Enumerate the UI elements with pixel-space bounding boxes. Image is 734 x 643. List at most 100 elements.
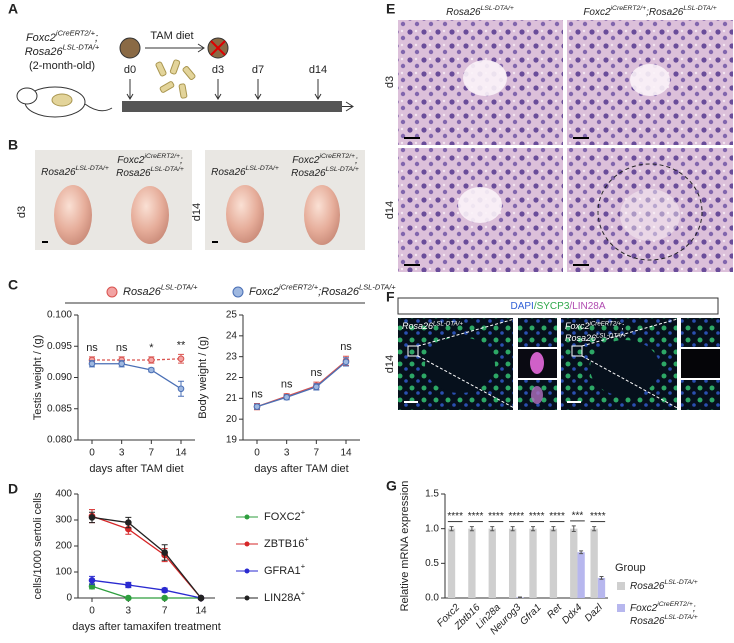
genotype: Foxc2iCreERT2/+; [292,153,358,166]
inset-box [571,345,583,357]
significance: **** [509,511,525,522]
error-bar [469,526,474,532]
point [118,360,125,368]
y-tick-label: 25 [226,310,238,321]
significance: ns [251,388,263,400]
legend-label-part: iCreERT2/+ [279,283,319,292]
row-label: d3 [384,76,396,88]
legend-label: FOXC2+ [264,508,305,523]
legend-label-part: Rosa26 [630,616,665,627]
legend-label-part: FOXC2 [264,511,301,523]
genotype-part: LSL-DTA/+ [63,43,100,52]
y-tick-label: 0.5 [425,558,439,569]
y-tick-label: 0 [66,593,72,604]
panel-label: B [8,137,18,153]
timepoint: d14 [309,64,327,76]
significance: *** [572,511,584,522]
age: (2-month-old) [29,60,95,72]
legend-label-part: LSL-DTA/+ [161,283,198,292]
x-tick-label: 14 [195,606,207,617]
x-axis-label: days after TAM diet [89,463,183,475]
point [88,514,96,521]
timepoint: d0 [124,64,136,76]
row-label: d14 [384,201,396,219]
pellets [155,59,196,99]
legend-label-part: LSL-DTA/+ [664,614,697,621]
y-axis-label: cells/1000 sertoli cells [32,492,44,599]
mouse-testis [51,93,73,107]
column-label: Foxc2iCreERT2/+;Rosa26LSL-DTA/+ [583,5,716,18]
error-bar [510,526,515,532]
series-line [256,360,347,408]
legend-swatch [617,604,625,612]
genotype-part: ; [180,155,183,166]
legend-label-part: LIN28A [264,592,301,604]
inset-lines [417,317,682,411]
x-axis-label: days after TAM diet [254,463,348,475]
axis [77,494,215,599]
point [253,403,261,410]
significance: ns [86,342,98,354]
genotype-part: Foxc2 [565,321,590,331]
y-tick-label: 24 [226,330,238,341]
column-label-part: LSL-DTA/+ [481,5,514,12]
significance: **** [529,511,545,522]
legend-label-part: Rosa26 [123,286,162,298]
x-tick-label: 0 [89,448,95,459]
x-tick-label: Ddx4 [560,602,585,627]
y-tick-label: 300 [55,515,72,526]
genotype-part: iCreERT2/+ [590,320,622,327]
schematic [16,37,354,118]
series-line [91,516,202,599]
legend-swatch [617,582,625,590]
legend-label: Rosa26LSL-DTA/+ [123,283,198,298]
y-tick-label: 23 [226,351,238,362]
point [161,586,168,594]
testis [304,185,340,245]
timeline [122,101,342,112]
legend-label-part: LSL-DTA/+ [359,283,396,292]
x-tick-label: 0 [254,448,260,459]
genotype-part: LSL-DTA/+ [76,165,109,172]
legend-label-part: Rosa26 [630,581,665,592]
testis [54,185,92,245]
error-bar [490,526,495,532]
point [161,549,168,556]
y-axis-label: Relative mRNA expression [399,481,411,612]
y-tick-label: 1.0 [425,523,439,534]
bar [570,528,578,598]
legend-label-part: Foxc2 [630,603,658,614]
lumens [458,60,680,241]
series-line [92,358,182,361]
timepoint: d3 [16,206,28,218]
significance: ns [340,341,352,353]
inset-signal [530,352,544,374]
legend-label-part: ;Rosa26 [318,286,360,298]
x-tick-label: 14 [175,448,187,459]
bar [529,528,537,598]
inset-box [407,345,419,357]
genotype-part: LSL-DTA/+ [246,165,279,172]
y-tick-label: 0.080 [47,435,72,446]
column-label-part: LSL-DTA/+ [683,5,716,12]
genotype-part: ; [95,32,98,44]
error-bar [531,526,536,532]
genotype-part: LSL-DTA/+ [151,166,184,173]
y-tick-label: 0.095 [47,341,72,352]
y-tick-label: 20 [226,414,238,425]
timepoint-arrow [314,79,322,100]
timepoint: d7 [252,64,264,76]
y-tick-label: 0.0 [425,593,439,604]
column-label: Rosa26LSL-DTA/+ [446,5,514,18]
legend-label: LIN28A+ [264,589,305,604]
legend-marker [232,286,244,298]
point [177,355,185,363]
genotype: Foxc2iCreERT2/+; [117,153,183,166]
point [148,366,155,374]
y-tick-label: 19 [226,435,238,446]
stain-header: DAPI/SYCP3/LIN28A [510,301,605,312]
significance: **** [468,511,484,522]
genotype-part: LSL-DTA/+ [433,320,463,327]
panel-label: E [386,1,395,17]
